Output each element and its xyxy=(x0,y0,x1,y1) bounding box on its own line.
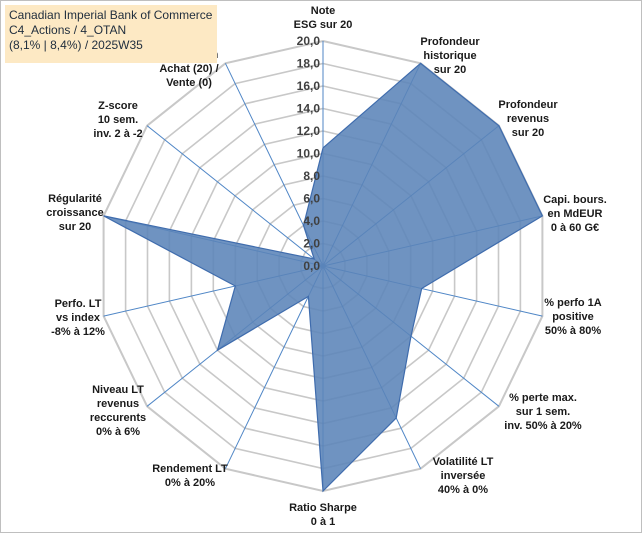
radar-series xyxy=(103,62,544,493)
chart-title-line2: C4_Actions / 4_OTAN xyxy=(9,23,127,37)
category-label: Capi. bours. en MdEUR 0 à 60 G€ xyxy=(543,194,607,234)
category-label-line: Capi. bours. xyxy=(543,194,607,206)
category-label-line: revenus xyxy=(507,113,549,125)
category-label-line: sur 20 xyxy=(434,64,466,76)
tick-label: 20,0 xyxy=(297,34,321,48)
category-label-line: % perfo 1A xyxy=(544,297,602,309)
category-label-line: Niveau LT xyxy=(92,384,144,396)
category-label-line: 0 à 1 xyxy=(311,516,335,528)
category-label-line: sur 20 xyxy=(59,221,91,233)
category-label-line: Note xyxy=(311,5,335,17)
category-label-line: Perfo. LT xyxy=(55,298,102,310)
tick-label: 8,0 xyxy=(303,169,320,183)
radar-tick-labels: 0,0 2,0 4,0 6,0 8,0 10,0 12,0 14,0 16,0 18,0 20,0 xyxy=(297,34,321,273)
category-label: % perfo 1A positive 50% à 80% xyxy=(544,297,602,337)
category-label-line: 50% à 80% xyxy=(545,325,601,337)
category-label: Profondeur revenus sur 20 xyxy=(498,99,558,139)
category-label-line: inversée xyxy=(441,470,486,482)
category-label: Ratio Sharpe 0 à 1 xyxy=(289,502,357,528)
category-label-line: Vente (0) xyxy=(166,77,212,89)
tick-label: 0,0 xyxy=(303,259,320,273)
category-label-line: sur 20 xyxy=(512,127,544,139)
tick-label: 2,0 xyxy=(303,237,320,251)
tick-label: 16,0 xyxy=(297,79,321,93)
category-label: Niveau LT revenus reccurents 0% à 6% xyxy=(90,384,146,438)
category-label-line: 10 sem. xyxy=(98,114,138,126)
category-label-line: inv. 50% à 20% xyxy=(504,420,582,432)
tick-label: 14,0 xyxy=(297,102,321,116)
category-label-line: revenus xyxy=(97,398,139,410)
tick-label: 12,0 xyxy=(297,124,321,138)
category-label-line: Profondeur xyxy=(498,99,558,111)
category-label-line: Régularité xyxy=(48,193,102,205)
category-label-line: Achat (20) / xyxy=(159,63,218,75)
chart-title-box: Canadian Imperial Bank of Commerce C4_Ac… xyxy=(5,5,217,63)
category-label-line: historique xyxy=(423,50,476,62)
tick-label: 10,0 xyxy=(297,147,321,161)
category-label: Volatilité LT inversée 40% à 0% xyxy=(433,456,494,496)
category-label-line: 0 à 60 G€ xyxy=(551,222,599,234)
category-label-line: croissance xyxy=(46,207,103,219)
category-label: Z-score 10 sem. inv. 2 à -2 xyxy=(93,100,142,140)
spoke-line xyxy=(224,265,324,469)
category-label-line: reccurents xyxy=(90,412,146,424)
category-label-line: en MdEUR xyxy=(548,208,603,220)
chart-title-line3: (8,1% | 8,4%) / 2025W35 xyxy=(9,38,143,52)
category-label: Note ESG sur 20 xyxy=(294,5,353,31)
category-label-line: 0% à 6% xyxy=(96,426,140,438)
category-label-line: Z-score xyxy=(98,100,138,112)
category-label: Rendement LT 0% à 20% xyxy=(152,463,228,489)
category-label: Profondeur historique sur 20 xyxy=(420,36,480,76)
category-label: Perfo. LT vs index -8% à 12% xyxy=(51,298,105,338)
category-label-line: -8% à 12% xyxy=(51,326,105,338)
category-label-line: Profondeur xyxy=(420,36,480,48)
category-label-line: Volatilité LT xyxy=(433,456,494,468)
category-label-line: Ratio Sharpe xyxy=(289,502,357,514)
category-label: Régularité croissance sur 20 xyxy=(46,193,103,233)
category-label-line: % perte max. xyxy=(509,392,577,404)
category-label-line: sur 1 sem. xyxy=(516,406,570,418)
category-label-line: 40% à 0% xyxy=(438,484,488,496)
category-label-line: 0% à 20% xyxy=(165,477,215,489)
tick-label: 4,0 xyxy=(303,214,320,228)
category-label-line: vs index xyxy=(56,312,101,324)
chart-title-line1: Canadian Imperial Bank of Commerce xyxy=(9,8,213,22)
category-label-line: Rendement LT xyxy=(152,463,228,475)
category-label-line: ESG sur 20 xyxy=(294,19,353,31)
category-label: % perte max. sur 1 sem. inv. 50% à 20% xyxy=(504,392,582,432)
category-label-line: inv. 2 à -2 xyxy=(93,128,142,140)
spoke-line xyxy=(146,125,324,267)
category-label-line: positive xyxy=(552,311,594,323)
tick-label: 18,0 xyxy=(297,57,321,71)
radar-category-labels: Note ESG sur 20 Profondeur historique sur 20… xyxy=(46,5,607,528)
tick-label: 6,0 xyxy=(303,192,320,206)
